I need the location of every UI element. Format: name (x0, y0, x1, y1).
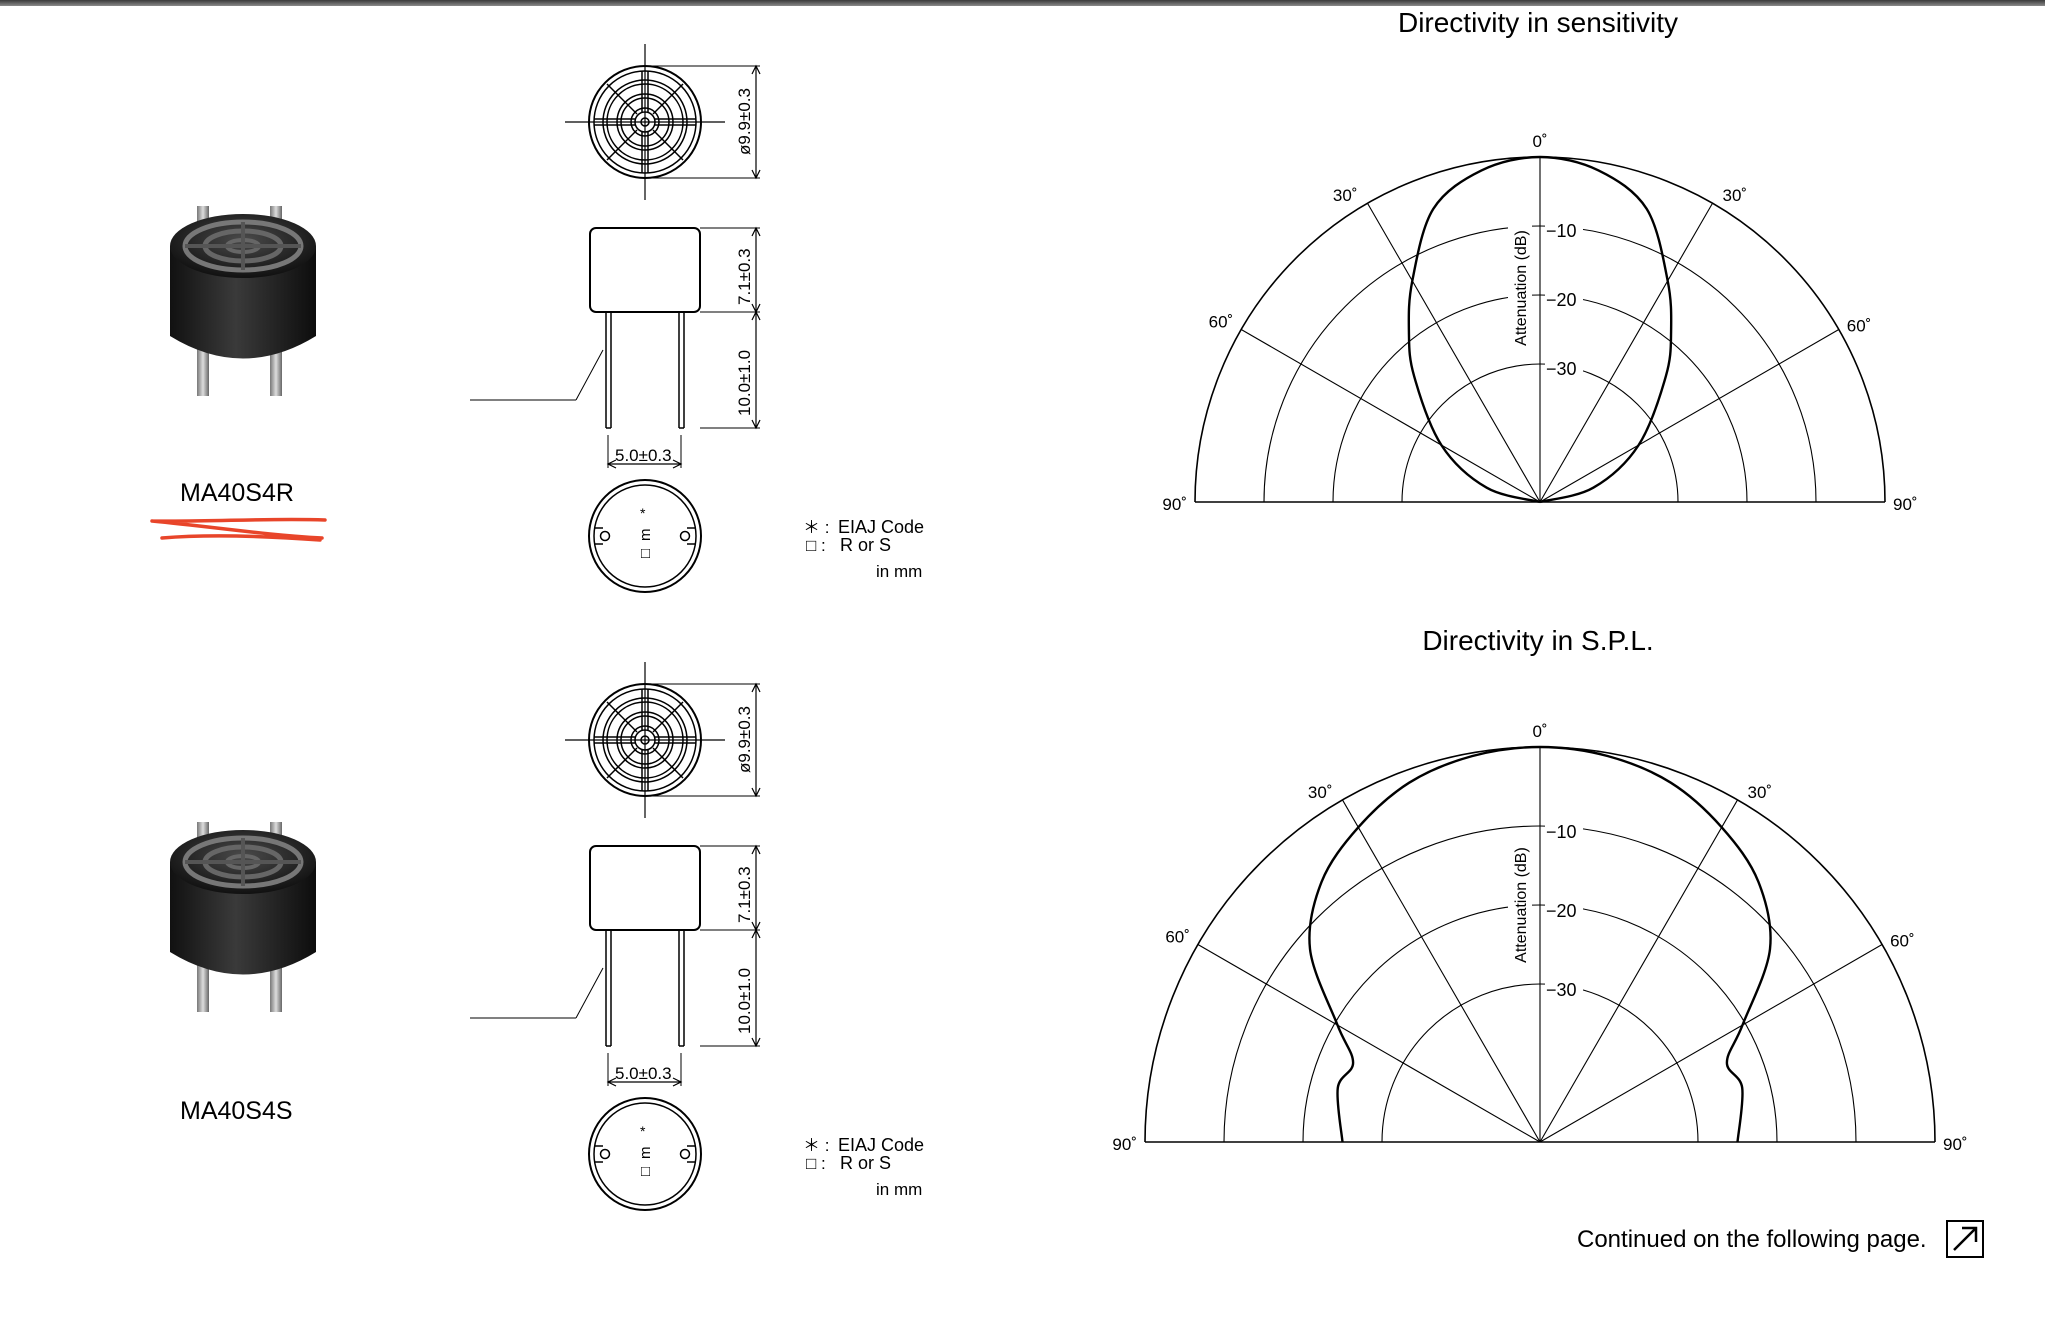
angle-label: 90˚ (1943, 1135, 1968, 1154)
pitch-label: 5.0±0.3 (615, 446, 672, 465)
side-view-drawing (589, 845, 701, 1047)
dimension-diameter: ø9.9±0.3 (645, 64, 761, 180)
polar-chart-sensitivity: Directivity in sensitivity −10 −20 −30 Atten… (1162, 7, 1917, 514)
radial-tick-label: −10 (1546, 221, 1577, 241)
chart-title: Directivity in S.P.L. (1422, 625, 1653, 656)
angle-label: 30˚ (1308, 783, 1333, 802)
angle-label: 30˚ (1333, 186, 1358, 205)
tick-label-bg (1545, 218, 1583, 240)
legend-block: ＊ : EIAJ Code □ : R or S in mm (803, 517, 924, 581)
polar-spoke (1367, 202, 1541, 503)
diameter-label: ø9.9±0.3 (735, 706, 754, 773)
lead-length-label: 10.0±1.0 (735, 968, 754, 1034)
angle-label: 30˚ (1748, 783, 1773, 802)
legend-symbol-1: ＊ : (803, 1136, 829, 1155)
legend-symbol-2: □ : (806, 536, 826, 555)
axis-label-bg (1508, 837, 1532, 973)
transducer-photo (170, 206, 316, 396)
tick-label-bg (1545, 356, 1583, 378)
bottom-star-mark: * (640, 1123, 646, 1139)
tick-label-bg (1545, 287, 1583, 309)
window-top-border (0, 0, 2045, 6)
radial-axis-label: Attenuation (dB) (1513, 230, 1530, 346)
angle-label: 0˚ (1532, 722, 1547, 741)
polar-spoke (1539, 944, 1883, 1143)
legend-text-2: R or S (840, 1153, 891, 1173)
product-block-2: MA40S4S ø9.9±0.3 7.1±0.3 10.0±1.0 (170, 661, 924, 1211)
dimension-pitch: 5.0±0.3 (606, 435, 683, 469)
dimension-heights: 7.1±0.3 10.0±1.0 (700, 226, 761, 430)
bottom-star-mark: * (640, 505, 646, 521)
directivity-curve (1407, 155, 1673, 504)
legend-block: ＊ : EIAJ Code □ : R or S in mm (803, 1135, 924, 1199)
transducer-photo (170, 822, 316, 1012)
dimension-lead-diameter (470, 349, 604, 401)
lead-length-label: 10.0±1.0 (735, 350, 754, 416)
polar-spoke (1240, 329, 1541, 503)
bottom-code-mark: □ (637, 1167, 654, 1176)
angle-label: 90˚ (1162, 495, 1187, 514)
radial-tick-label: −20 (1546, 901, 1577, 921)
tick-label-bg (1545, 898, 1583, 920)
product-name: MA40S4R (180, 479, 294, 507)
legend-symbol-1: ＊ : (803, 518, 829, 537)
angle-label: 60˚ (1209, 313, 1234, 332)
legend-text-2: R or S (840, 535, 891, 555)
top-view-drawing (564, 43, 726, 201)
dimension-diameter: ø9.9±0.3 (645, 682, 761, 798)
polar-spoke (1539, 799, 1738, 1143)
radial-tick-label: −30 (1546, 359, 1577, 379)
angle-label: 60˚ (1890, 932, 1915, 951)
chart-title: Directivity in sensitivity (1398, 7, 1678, 38)
angle-label: 60˚ (1165, 928, 1190, 947)
radial-tick-label: −20 (1546, 290, 1577, 310)
radial-tick-label: −10 (1546, 822, 1577, 842)
continued-text: Continued on the following page. (1577, 1226, 1927, 1253)
legend-unit: in mm (876, 1180, 922, 1199)
bottom-logo-mark: m (637, 1147, 654, 1160)
tick-label-bg (1545, 819, 1583, 841)
axis-label-bg (1508, 220, 1532, 356)
polar-spoke (1197, 944, 1541, 1143)
tick-label-bg (1545, 977, 1583, 999)
product-name: MA40S4S (180, 1097, 293, 1125)
angle-label: 90˚ (1112, 1135, 1137, 1154)
angle-label: 0˚ (1532, 132, 1547, 151)
polar-spoke (1539, 329, 1840, 503)
legend-text-1: EIAJ Code (838, 1135, 924, 1155)
legend-unit: in mm (876, 562, 922, 581)
legend-text-1: EIAJ Code (838, 517, 924, 537)
legend-symbol-2: □ : (806, 1154, 826, 1173)
top-view-drawing (564, 661, 726, 819)
body-height-label: 7.1±0.3 (735, 866, 754, 923)
polar-chart-spl: Directivity in S.P.L. −10 −20 −30 Attenuatio… (1112, 625, 1967, 1154)
radial-tick-label: −30 (1546, 980, 1577, 1000)
bottom-code-mark: □ (637, 549, 654, 558)
side-view-drawing (589, 227, 701, 429)
product-block-1: MA40S4R ø9.9±0.3 7.1±0.3 10.0±1.0 (150, 43, 924, 593)
angle-label: 60˚ (1847, 317, 1872, 336)
continued-footer: Continued on the following page. (1577, 1220, 1984, 1258)
dimension-heights: 7.1±0.3 10.0±1.0 (700, 844, 761, 1048)
angle-label: 90˚ (1893, 495, 1918, 514)
angle-label: 30˚ (1723, 186, 1748, 205)
diameter-label: ø9.9±0.3 (735, 88, 754, 155)
polar-spoke (1539, 202, 1713, 503)
bottom-logo-mark: m (637, 529, 654, 542)
polar-spoke (1342, 799, 1541, 1143)
radial-axis-label: Attenuation (dB) (1513, 847, 1530, 963)
arrow-up-right-icon (1946, 1220, 1984, 1258)
red-annotation-scribble (150, 517, 327, 542)
directivity-curve (1308, 745, 1772, 1143)
dimension-pitch: 5.0±0.3 (606, 1053, 683, 1087)
pitch-label: 5.0±0.3 (615, 1064, 672, 1083)
body-height-label: 7.1±0.3 (735, 248, 754, 305)
dimension-lead-diameter (470, 967, 604, 1019)
